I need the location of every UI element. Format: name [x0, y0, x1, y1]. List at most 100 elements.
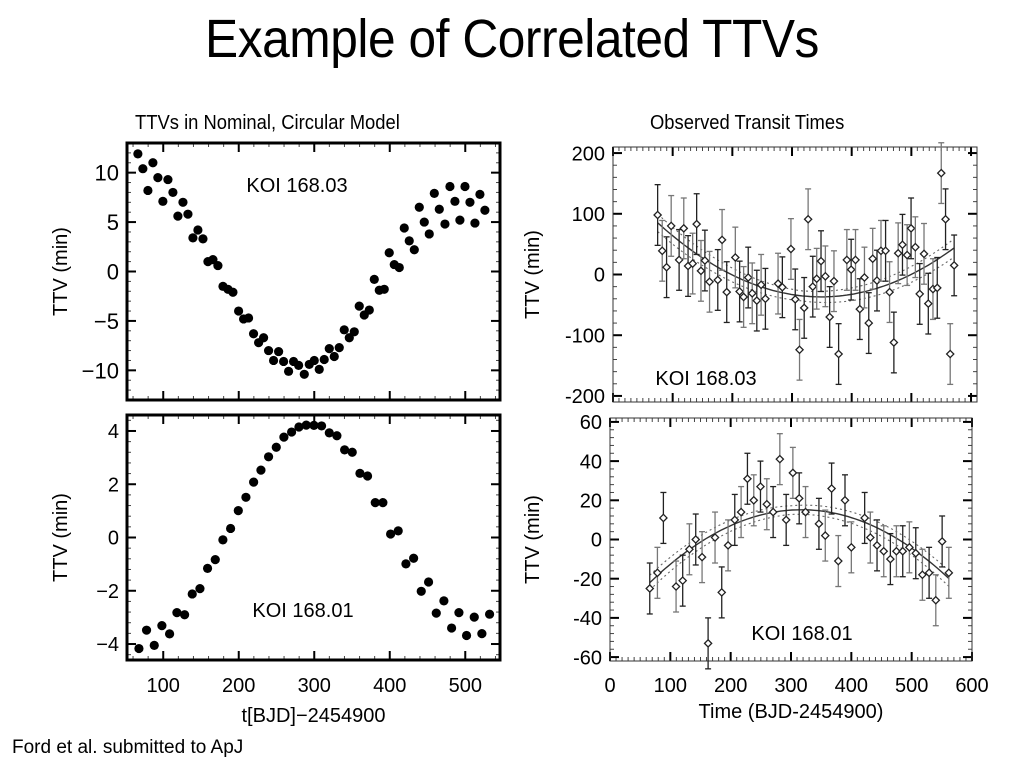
y-tick-label: 0 [594, 265, 605, 287]
data-point [454, 607, 464, 618]
data-point [768, 507, 778, 517]
data-point [865, 533, 875, 543]
data-point [439, 596, 449, 606]
data-point [717, 587, 727, 597]
data-point [149, 640, 159, 650]
y-tick-label: 5 [107, 210, 119, 235]
data-point [378, 498, 388, 508]
slide-title: Example of Correlated TTVs [205, 9, 819, 69]
data-point [163, 174, 173, 185]
y-axis-title: TTV (min) [50, 493, 72, 582]
data-point [431, 608, 441, 618]
data-point [339, 325, 349, 335]
data-point [475, 189, 485, 199]
data-point [645, 583, 655, 594]
data-point [278, 356, 289, 367]
data-point [409, 245, 419, 255]
data-point [834, 349, 844, 359]
data-point [202, 563, 213, 573]
x-tick-label: 500 [449, 675, 482, 697]
data-point [414, 202, 424, 212]
data-point [679, 223, 689, 233]
data-point [932, 283, 942, 293]
koi-annotation: KOI 168.03 [246, 175, 347, 197]
data-point [820, 531, 830, 541]
data-point [394, 262, 404, 273]
data-point [868, 254, 878, 264]
data-point [470, 218, 480, 228]
data-point [319, 354, 329, 365]
data-point [294, 422, 304, 432]
data-point [777, 282, 787, 292]
data-point [945, 349, 955, 359]
x-axis-title: t[BJD]−2454900 [242, 705, 386, 727]
data-point [747, 288, 757, 298]
plot-frame [125, 141, 502, 402]
data-point [872, 540, 882, 550]
data-point [762, 499, 772, 509]
data-point [879, 546, 889, 556]
data-point [872, 276, 882, 286]
data-point [723, 540, 733, 550]
chart-model-koi-168-03: −10 −5 0 5 10 TTV (min) KOI 168.03 [50, 141, 502, 402]
data-point [299, 369, 309, 379]
data-point [820, 271, 830, 281]
y-tick-label: 200 [572, 143, 605, 165]
data-point [409, 553, 419, 563]
data-point [309, 420, 319, 430]
data-point [263, 452, 274, 462]
y-tick-label: -200 [565, 386, 605, 408]
data-point [210, 555, 220, 565]
data-point [148, 158, 158, 168]
data-point [696, 266, 706, 276]
data-point [735, 286, 745, 297]
data-point [233, 306, 244, 316]
data-point [846, 542, 856, 552]
data-point [850, 255, 861, 265]
data-point [924, 568, 934, 578]
data-point [827, 484, 837, 494]
data-point [692, 219, 702, 229]
data-point [172, 607, 182, 618]
data-point [385, 529, 396, 539]
data-point [401, 559, 411, 569]
data-point [885, 287, 895, 297]
data-point [915, 289, 925, 299]
y-axis-title: TTV (min) [522, 230, 544, 319]
data-point [324, 428, 334, 438]
data-point [434, 204, 444, 214]
data-point [833, 556, 843, 566]
data-point [755, 482, 765, 492]
data-point [233, 506, 243, 516]
data-point [187, 589, 197, 599]
data-point [666, 221, 676, 231]
data-point [340, 445, 350, 455]
data-point [228, 287, 238, 297]
data-point [316, 421, 327, 431]
data-point [484, 609, 495, 619]
data-point [840, 495, 850, 505]
data-point [198, 234, 208, 244]
data-point [891, 546, 901, 556]
data-point [158, 196, 168, 206]
data-point [218, 535, 228, 545]
data-point [911, 548, 921, 558]
data-point [370, 498, 380, 508]
data-point [440, 219, 450, 229]
data-point [671, 582, 681, 592]
data-point [173, 211, 183, 221]
data-point [143, 185, 153, 196]
data-point [271, 442, 281, 452]
data-point [652, 568, 662, 578]
data-point [657, 246, 667, 256]
y-tick-label: −5 [94, 309, 119, 334]
data-point [195, 584, 205, 594]
data-point [324, 344, 334, 354]
data-point [829, 276, 839, 286]
data-point [941, 214, 951, 224]
data-point [447, 623, 457, 633]
data-point [243, 313, 254, 323]
data-point [730, 252, 740, 263]
data-point [256, 465, 266, 475]
data-point [781, 515, 791, 525]
